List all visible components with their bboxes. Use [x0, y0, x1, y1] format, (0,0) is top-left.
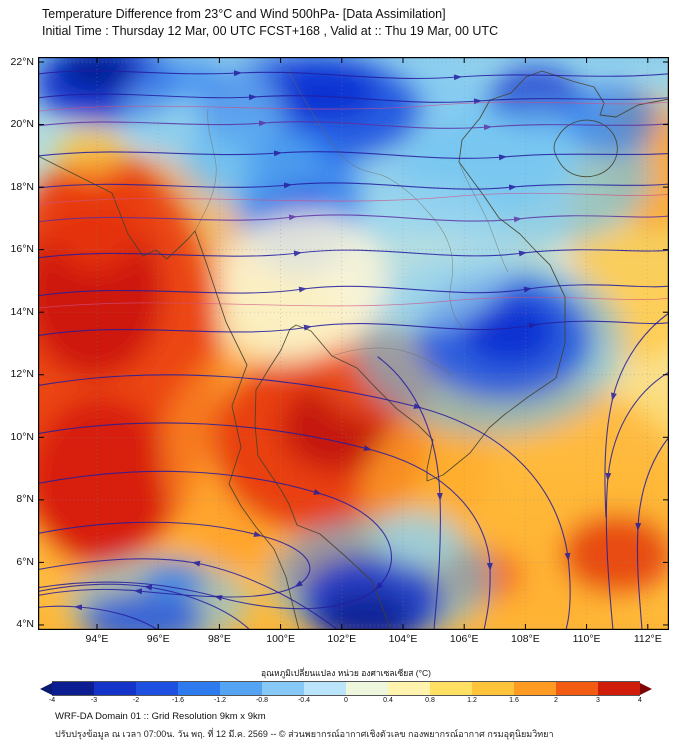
y-tick-label: 20°N	[10, 118, 34, 131]
y-tick-label: 10°N	[10, 430, 34, 443]
colorbar-tick-label: -3	[90, 697, 98, 704]
map-frame	[38, 57, 669, 630]
x-tick-label: 110°E	[572, 633, 601, 645]
x-tick-label: 102°E	[327, 633, 357, 645]
colorbar-segment	[52, 682, 94, 695]
temperature-field	[38, 57, 669, 630]
y-tick-label: 22°N	[10, 55, 34, 68]
y-tick-label: 12°N	[10, 368, 34, 381]
colorbar-tick-label: -1.6	[171, 697, 185, 704]
colorbar-segment	[94, 682, 136, 695]
x-tick-label: 104°E	[388, 633, 418, 645]
colorbar: อุณหภูมิเปลี่ยนแปลง หน่วย องศาเซลเซียส (…	[40, 666, 652, 707]
colorbar-tick-label: -2	[132, 697, 140, 704]
colorbar-segment	[430, 682, 472, 695]
footer-credit: ปรับปรุงข้อมูล ณ เวลา 07:00น. วัน พฤ. ที…	[55, 729, 554, 739]
y-tick-label: 8°N	[16, 493, 34, 506]
colorbar-segment	[388, 682, 430, 695]
x-tick-label: 106°E	[449, 633, 479, 645]
x-tick-label: 96°E	[146, 633, 170, 645]
x-axis: 94°E 96°E 98°E 100°E 102°E 104°E 106°E 108°E 110…	[38, 633, 669, 647]
colorbar-segment	[346, 682, 388, 695]
x-tick-label: 112°E	[633, 633, 662, 645]
colorbar-tick-label: 0.4	[383, 697, 393, 704]
y-tick-label: 4°N	[16, 618, 34, 631]
y-tick-label: 18°N	[10, 180, 34, 193]
x-tick-label: 100°E	[266, 633, 295, 645]
colorbar-segment	[514, 682, 556, 695]
colorbar-segment	[598, 682, 640, 695]
colorbar-right-arrow	[640, 682, 652, 695]
colorbar-segment	[136, 682, 178, 695]
colorbar-segment	[178, 682, 220, 695]
colorbar-segment	[472, 682, 514, 695]
x-tick-label: 108°E	[511, 633, 540, 645]
colorbar-tick-label: -4	[48, 697, 56, 704]
colorbar-tick-label: 0.8	[425, 697, 435, 704]
colorbar-segment	[262, 682, 304, 695]
y-tick-label: 6°N	[16, 555, 34, 568]
colorbar-tick-label: 2	[554, 697, 558, 704]
wind-streamlines	[38, 70, 669, 630]
colorbar-tick-label: 3	[596, 697, 600, 704]
colorbar-segment	[304, 682, 346, 695]
map-svg	[38, 57, 669, 630]
colorbar-segments	[52, 681, 640, 696]
map-canvas	[38, 57, 669, 630]
y-tick-label: 16°N	[10, 243, 34, 256]
colorbar-tick-label: 0	[344, 697, 348, 704]
x-tick-label: 98°E	[207, 633, 231, 645]
y-axis: 22°N 20°N 18°N 16°N 14°N 12°N 10°N 8°N 6°N 4°N	[0, 55, 36, 631]
colorbar-tick-label: -1.2	[213, 697, 227, 704]
colorbar-tick-label: 1.2	[467, 697, 477, 704]
colorbar-segment	[556, 682, 598, 695]
x-tick-label: 94°E	[85, 633, 109, 645]
chart-header: Temperature Difference from 23°C and Win…	[42, 6, 498, 40]
chart-title: Temperature Difference from 23°C and Win…	[42, 7, 446, 21]
colorbar-tick-label: 4	[638, 697, 642, 704]
colorbar-segment	[220, 682, 262, 695]
colorbar-left-arrow	[40, 682, 52, 695]
colorbar-label: อุณหภูมิเปลี่ยนแปลง หน่วย องศาเซลเซียส (…	[261, 668, 431, 678]
colorbar-tick-label: -0.8	[255, 697, 269, 704]
y-tick-label: 14°N	[10, 305, 34, 318]
colorbar-bar	[40, 681, 652, 696]
colorbar-tick-label: -0.4	[297, 697, 311, 704]
colorbar-tick-label: 1.6	[509, 697, 519, 704]
colorbar-ticks: -4 -3 -2 -1.6 -1.2 -0.8 -0.4 0 0.4 0.8 1.2 1.6 2 3 4	[48, 697, 642, 707]
chart-subtitle: Initial Time : Thursday 12 Mar, 00 UTC F…	[42, 24, 499, 38]
footer-domain-info: WRF-DA Domain 01 :: Grid Resolution 9km …	[55, 711, 266, 722]
